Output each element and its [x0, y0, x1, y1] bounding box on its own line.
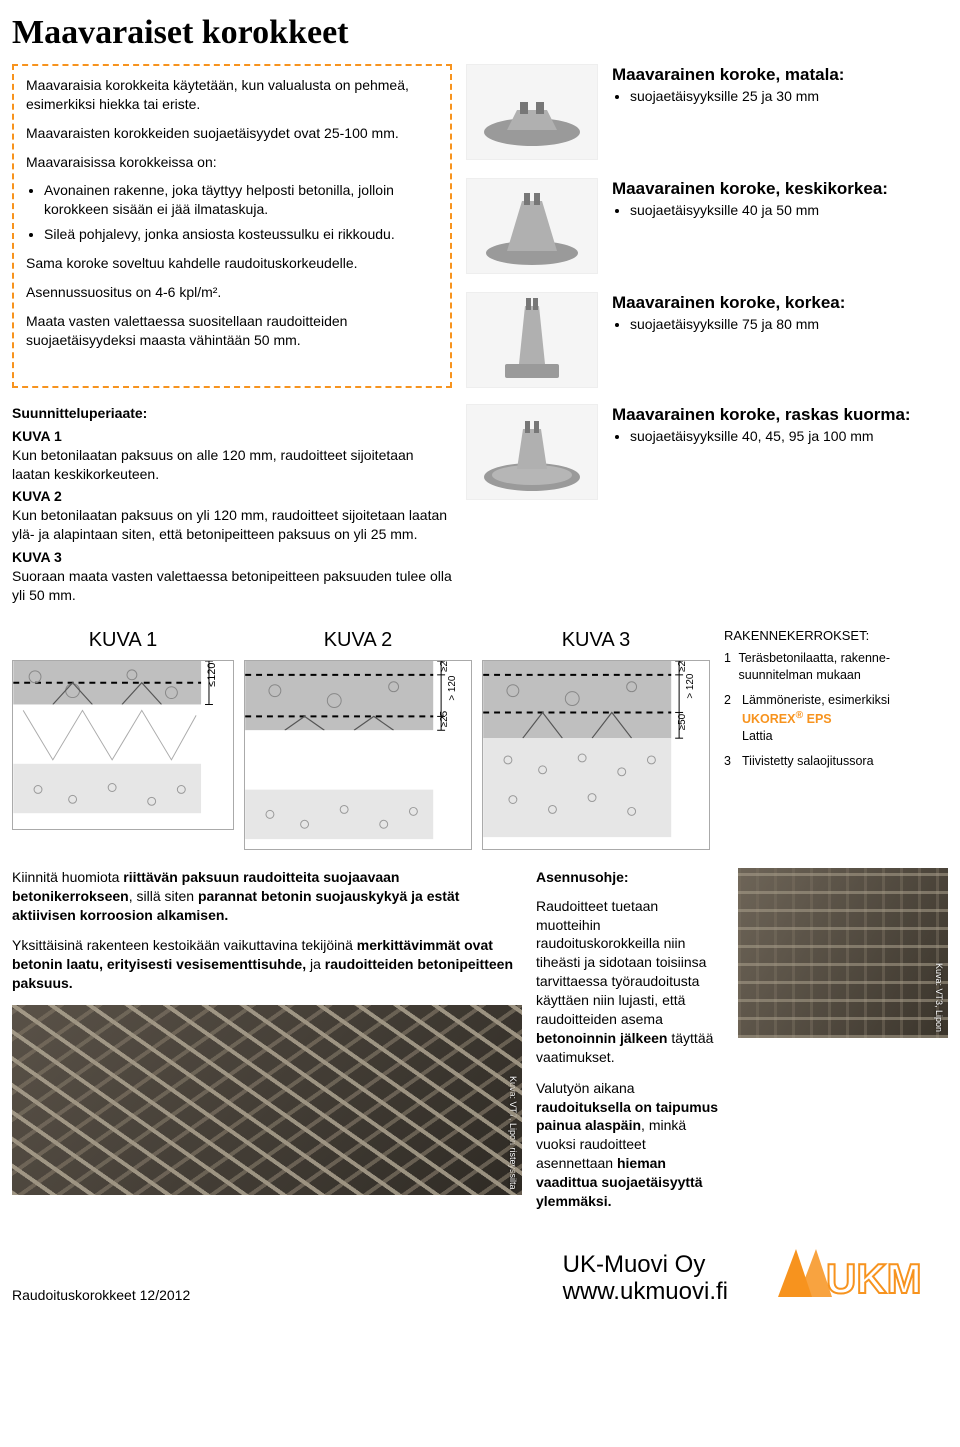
- kuva3-label: KUVA 3: [482, 627, 710, 654]
- doc-ref: Raudoituskorokkeet 12/2012: [12, 1286, 190, 1305]
- page-title: Maavaraiset korokkeet: [12, 10, 948, 56]
- box-p3: Maavaraisissa korokkeissa on:: [26, 153, 438, 172]
- kuva2-label: KUVA 2: [244, 627, 472, 654]
- svg-text:≥25: ≥25: [439, 710, 450, 727]
- highlight-box: Maavaraisia korokkeita käytetään, kun va…: [12, 64, 452, 388]
- box-li1: Avonainen rakenne, joka täyttyy helposti…: [44, 181, 438, 219]
- kuva1: KUVA 1 1 2 3 ≤120: [12, 627, 234, 830]
- product-spec: suojaetäisyyksille 25 ja 30 mm: [630, 87, 844, 106]
- product-text: Maavarainen koroke, matala: suojaetäisyy…: [612, 64, 844, 106]
- spacer-mid-icon: [466, 178, 598, 274]
- company-name: UK-Muovi Oy: [563, 1252, 728, 1278]
- spacer-high-icon: [466, 292, 598, 388]
- bottom-row: Kiinnitä huomiota riittävän paksuun raud…: [12, 868, 948, 1223]
- kuva1-diagram: 1 2 3 ≤120: [12, 660, 234, 830]
- ukm-logo-icon: UKM: [778, 1247, 948, 1305]
- svg-text:UKM: UKM: [826, 1255, 922, 1302]
- bottom-mid: Asennusohje: Raudoitteet tuetaan muottei…: [536, 868, 724, 1223]
- layers-h: RAKENNEKERROKSET:: [724, 627, 930, 645]
- spacer-heavy-icon: [466, 404, 598, 500]
- product-text: Maavarainen koroke, keskikorkea: suojaet…: [612, 178, 888, 220]
- box-list: Avonainen rakenne, joka täyttyy helposti…: [26, 181, 438, 244]
- company-url: www.ukmuovi.fi: [563, 1279, 728, 1305]
- product-spec: suojaetäisyyksille 40, 45, 95 ja 100 mm: [630, 427, 911, 446]
- box-p6: Maata vasten valettaessa suositellaan ra…: [26, 312, 438, 350]
- rebar-photo-2: Kuva: VT3, Lipon: [738, 868, 948, 1038]
- svg-text:≥25: ≥25: [677, 660, 688, 672]
- bottom-right: Kuva: VT3, Lipon: [738, 868, 948, 1223]
- footer: Raudoituskorokkeet 12/2012 UK-Muovi Oy w…: [12, 1247, 948, 1305]
- product-text: Maavarainen koroke, raskas kuorma: suoja…: [612, 404, 911, 446]
- spacer-low-icon: [466, 64, 598, 160]
- k3: KUVA 3Suoraan maata vasten valettaessa b…: [12, 548, 452, 605]
- photo2-credit: Kuva: VT3, Lipon: [933, 963, 945, 1032]
- product-column: Maavarainen koroke, matala: suojaetäisyy…: [466, 64, 948, 388]
- product-title: Maavarainen koroke, raskas kuorma:: [612, 404, 911, 427]
- bl-p1: Kiinnitä huomiota riittävän paksuun raud…: [12, 868, 522, 925]
- kuva2: KUVA 2 123 ≥25 > 120 ≥25: [244, 627, 472, 850]
- product-title: Maavarainen koroke, keskikorkea:: [612, 178, 888, 201]
- box-li2: Sileä pohjalevy, jonka ansiosta kosteuss…: [44, 225, 438, 244]
- svg-text:≥25: ≥25: [439, 660, 450, 672]
- k2: KUVA 2Kun betonilaatan paksuus on yli 12…: [12, 487, 452, 544]
- kuva2-diagram: 123 ≥25 > 120 ≥25: [244, 660, 472, 850]
- k1: KUVA 1Kun betonilaatan paksuus on alle 1…: [12, 427, 452, 484]
- company-block: UK-Muovi Oy www.ukmuovi.fi: [563, 1252, 728, 1305]
- photo1-credit: Kuva: VT7, Lipon risteyssilta: [507, 1076, 519, 1190]
- design-h: Suunnitteluperiaate:: [12, 404, 452, 423]
- product-title: Maavarainen koroke, korkea:: [612, 292, 845, 315]
- bm-p1: Raudoitteet tuetaan muotteihin raudoitus…: [536, 897, 724, 1067]
- product-row: Maavarainen koroke, korkea: suojaetäisyy…: [466, 292, 948, 388]
- bm-p2: Valutyön aikana raudoituksella on taipum…: [536, 1079, 724, 1211]
- box-p2: Maavaraisten korokkeiden suojaetäisyydet…: [26, 124, 438, 143]
- product-spec: suojaetäisyyksille 40 ja 50 mm: [630, 201, 888, 220]
- box-p1: Maavaraisia korokkeita käytetään, kun va…: [26, 76, 438, 114]
- kuva1-label: KUVA 1: [12, 627, 234, 654]
- layer-1: 1Teräsbetonilaatta, rakenne­suunnitelman…: [724, 650, 930, 684]
- svg-text:≤120: ≤120: [206, 662, 218, 686]
- layers-legend: RAKENNEKERROKSET: 1Teräsbetonilaatta, ra…: [720, 627, 930, 778]
- kuva3: KUVA 3 13 ≥25 > 120: [482, 627, 710, 850]
- product-row: Maavarainen koroke, matala: suojaetäisyy…: [466, 64, 948, 160]
- design-row: Suunnitteluperiaate: KUVA 1Kun betonilaa…: [12, 404, 948, 609]
- svg-text:≥50: ≥50: [677, 713, 688, 730]
- asennus-h: Asennusohje:: [536, 868, 724, 887]
- kuva-row: KUVA 1 1 2 3 ≤120: [12, 627, 948, 850]
- box-p4: Sama koroke soveltuu kahdelle raudoitusk…: [26, 254, 438, 273]
- svg-text:> 120: > 120: [685, 673, 696, 698]
- bl-p2: Yksittäisinä rakenteen kestoikään vaikut…: [12, 936, 522, 993]
- design-text: Suunnitteluperiaate: KUVA 1Kun betonilaa…: [12, 404, 452, 609]
- top-row: Maavaraisia korokkeita käytetään, kun va…: [12, 64, 948, 388]
- product-4-wrap: Maavarainen koroke, raskas kuorma: suoja…: [466, 404, 948, 609]
- layer-2: 2 Lämmöneriste, esimerkiksi UKOREX® EPS …: [724, 692, 930, 745]
- product-title: Maavarainen koroke, matala:: [612, 64, 844, 87]
- svg-text:> 120: > 120: [447, 675, 458, 700]
- kuva3-diagram: 13 ≥25 > 120 ≥50: [482, 660, 710, 850]
- rebar-photo-1: Kuva: VT7, Lipon risteyssilta: [12, 1005, 522, 1195]
- page: Maavaraiset korokkeet Maavaraisia korokk…: [0, 0, 960, 1325]
- layer-3: 3Tiivistetty salaojitussora: [724, 753, 930, 770]
- product-row: Maavarainen koroke, raskas kuorma: suoja…: [466, 404, 948, 500]
- product-text: Maavarainen koroke, korkea: suojaetäisyy…: [612, 292, 845, 334]
- bottom-left: Kiinnitä huomiota riittävän paksuun raud…: [12, 868, 522, 1223]
- box-p5: Asennussuositus on 4-6 kpl/m².: [26, 283, 438, 302]
- product-row: Maavarainen koroke, keskikorkea: suojaet…: [466, 178, 948, 274]
- product-spec: suojaetäisyyksille 75 ja 80 mm: [630, 315, 845, 334]
